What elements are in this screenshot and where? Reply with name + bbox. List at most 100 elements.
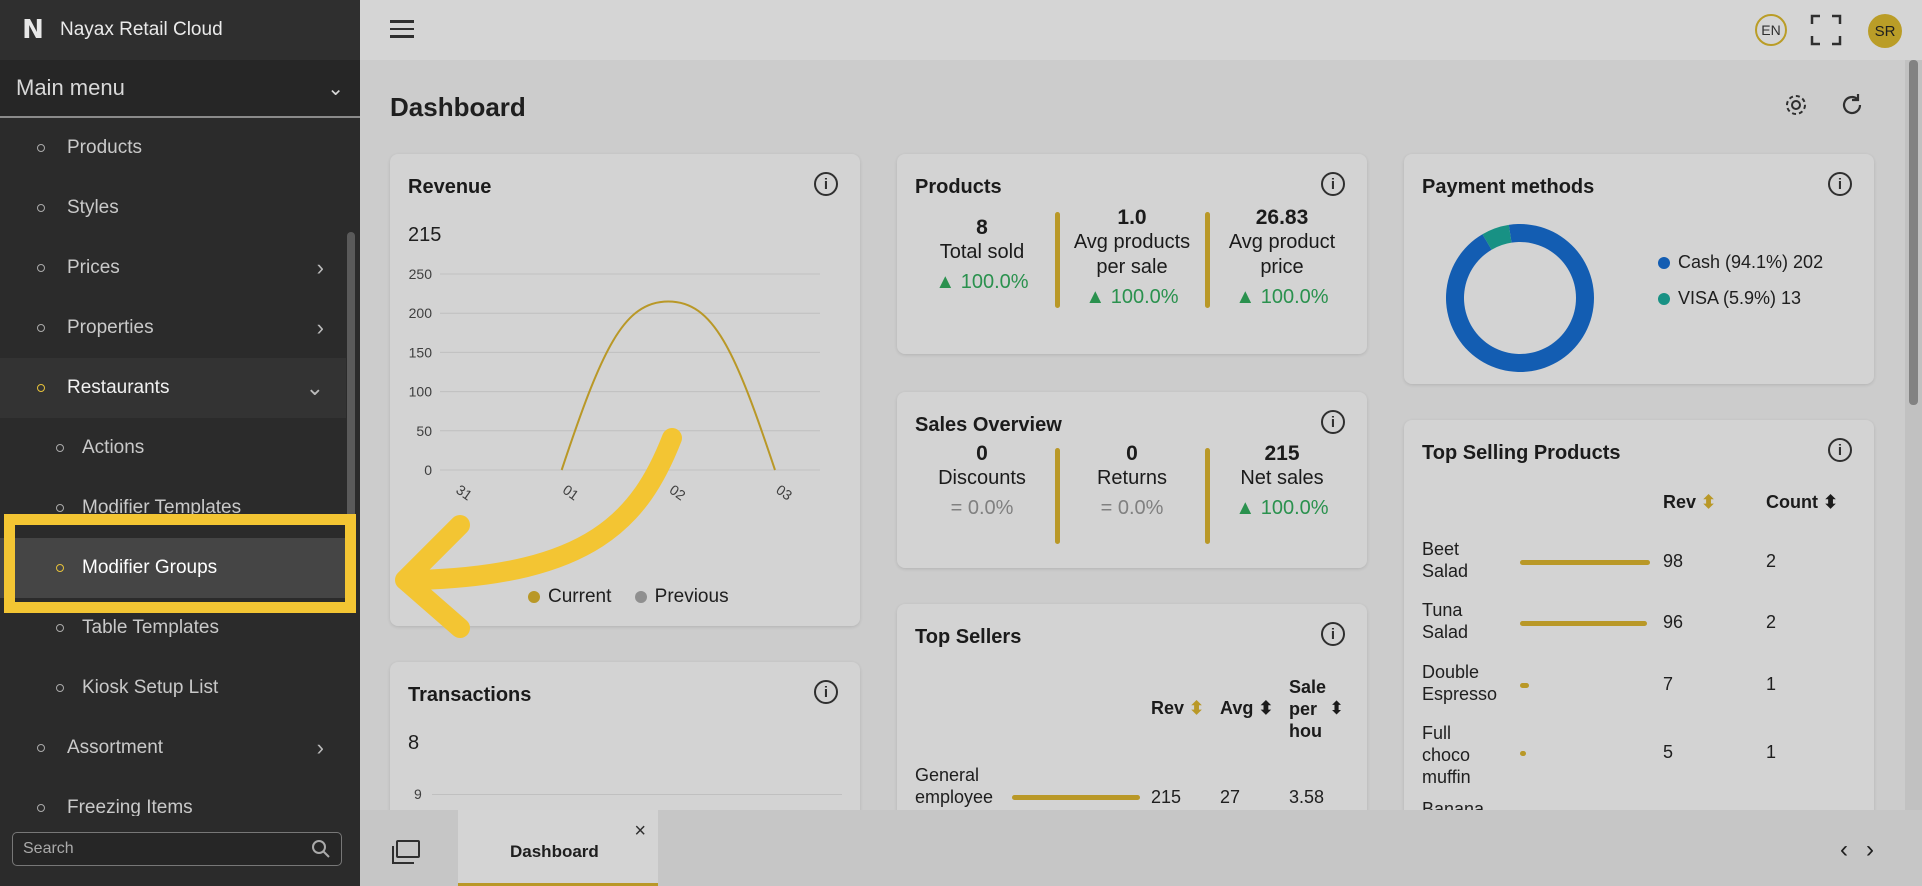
windows-icon[interactable] [392,840,420,864]
column-header-sales-per-hour[interactable]: Sale per hou [1289,676,1326,742]
revenue-card: Revenue i 215 250 200 150 100 50 0 31 01 02 03 C… [390,154,860,626]
kpi-label: Discounts [938,467,1026,489]
y-tick-label: 250 [409,266,433,282]
sidebar-item-label: Products [67,137,142,158]
sort-icon: ⬍ [1823,492,1839,512]
x-tick-label: 01 [560,481,582,503]
bullet-icon [56,684,64,692]
kpi-label: Avg product [1228,231,1336,253]
kpi-value: 0 [1126,442,1138,465]
column-header-avg[interactable]: Avg ⬍ [1220,698,1273,719]
legend-dot [1658,257,1670,270]
language-button[interactable]: EN [1755,14,1787,46]
info-icon[interactable]: i [1321,410,1345,434]
payment-methods-title: Payment methods [1422,176,1595,198]
row-bar [1520,751,1526,756]
table-row[interactable]: Double Espresso [1422,661,1497,705]
row-name-2: Espresso [1422,684,1498,704]
row-bar [1012,795,1140,800]
row-count: 2 [1766,551,1777,571]
transactions-title: Transactions [408,684,532,706]
kpi-change: ▲ 100.0% [1235,286,1329,308]
info-icon[interactable]: i [1321,172,1345,196]
sidebar-item-actions[interactable]: Actions [0,418,346,478]
sidebar-item-assortment[interactable]: Assortment › [0,718,346,778]
page-scrollbar[interactable] [1905,60,1922,810]
sidebar-scrollbar[interactable] [347,232,355,562]
top-selling-products-title: Top Selling Products [1422,442,1621,464]
kpi-label-2: per sale [1096,256,1168,278]
sidebar-item-table-templates[interactable]: Table Templates [0,598,346,658]
bullet-icon [56,564,64,572]
chevron-right-icon[interactable]: › [1866,836,1892,863]
table-row[interactable]: Full choco muffin [1422,722,1471,788]
x-tick-label: 02 [667,481,689,503]
sidebar-item-freezing-items[interactable]: Freezing Items [0,778,346,816]
header-label: Avg [1220,698,1254,718]
kpi-divider [1205,448,1210,544]
row-name-2: Salad [1422,622,1469,642]
bullet-icon [56,444,64,452]
sort-icon: ⬍ [1258,698,1274,718]
close-icon[interactable]: × [634,820,646,842]
kpi-label: Total sold [939,241,1025,263]
sidebar-search-input[interactable]: Search [12,832,342,866]
table-row[interactable]: Tuna Salad [1422,599,1468,643]
donut-slice [1482,224,1512,250]
dashboard-actions [1783,92,1865,118]
kpi-net-sales: 215 Net sales ▲ 100.0% [1205,442,1357,544]
sidebar-item-kiosk-setup-list[interactable]: Kiosk Setup List [0,658,346,718]
bullet-icon [37,744,45,752]
main-menu-toggle[interactable]: Main menu ⌄ [0,60,360,118]
kpi-avg-price: 26.83 Avg product price ▲ 100.0% [1205,206,1357,309]
fullscreen-icon[interactable] [1810,14,1842,46]
row-rev: 96 [1663,612,1684,632]
sidebar-item-products[interactable]: Products [0,118,346,178]
chevron-left-icon[interactable]: ‹ [1840,836,1866,863]
kpi-value: 215 [1264,442,1300,465]
sidebar-item-modifier-templates[interactable]: Modifier Templates [0,478,346,538]
hamburger-menu-icon[interactable] [390,20,414,43]
info-icon[interactable]: i [1828,172,1852,196]
bullet-icon [37,324,45,332]
column-header-rev[interactable]: Rev ⬍ [1663,492,1716,513]
info-icon[interactable]: i [814,172,838,196]
row-count: 1 [1766,674,1777,694]
sidebar-item-label: Modifier Groups [82,557,218,578]
sidebar-item-properties[interactable]: Properties › [0,298,346,358]
bullet-icon [37,204,45,212]
header-label: per [1289,699,1318,719]
row-name-3: muffin [1422,767,1471,787]
row-bar [1520,621,1647,626]
legend-current-dot [528,590,540,603]
sidebar-item-prices[interactable]: Prices › [0,238,346,298]
column-header-count[interactable]: Count ⬍ [1766,492,1838,513]
info-icon[interactable]: i [1321,622,1345,646]
sidebar-item-label: Restaurants [67,377,170,398]
products-kpis: 8 Total sold ▲ 100.0% 1.0 Avg products p… [907,206,1357,309]
column-header-rev[interactable]: Rev ⬍ [1151,698,1204,719]
tab-dashboard[interactable]: Dashboard × [458,810,658,886]
refresh-icon[interactable] [1839,92,1865,118]
info-icon[interactable]: i [1828,438,1852,462]
sidebar-item-styles[interactable]: Styles [0,178,346,238]
kpi-change: ▲ 100.0% [1085,286,1179,308]
table-row[interactable]: Beet Salad [1422,538,1468,582]
row-name-2: Salad [1422,561,1469,581]
transactions-total: 8 [408,732,420,754]
kpi-divider [1205,212,1210,308]
payment-legend-visa: VISA (5.9%) 13 [1658,288,1801,309]
sort-icon: ⬍ [1189,698,1205,718]
info-icon[interactable]: i [814,680,838,704]
avatar[interactable]: SR [1868,14,1902,48]
revenue-current-line [560,300,776,471]
sidebar-item-label: Prices [67,257,120,278]
sidebar-item-restaurants[interactable]: Restaurants ⌄ [0,358,346,418]
x-tick-label: 03 [773,481,795,503]
kpi-change: ▲ 100.0% [1235,497,1329,519]
tab-nav-arrows: ‹› [1840,836,1892,864]
sidebar-item-modifier-groups[interactable]: Modifier Groups [0,538,346,598]
kpi-divider [1055,212,1060,308]
table-row[interactable]: General employee [915,764,993,808]
settings-gear-icon[interactable] [1783,92,1809,118]
